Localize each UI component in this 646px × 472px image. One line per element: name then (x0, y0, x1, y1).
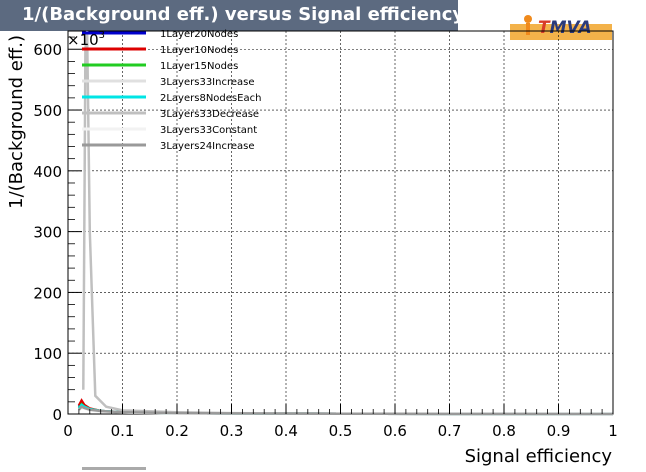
y-tick-label: 0 (52, 406, 62, 424)
title-bar: 1/(Background eff.) versus Signal effici… (0, 0, 464, 31)
x-tick-label: 0.8 (492, 422, 516, 440)
legend-label: 3Layers33Decrease (160, 109, 259, 120)
x-tick-label: 0.1 (111, 422, 135, 440)
y-exponent-label: ×103 (67, 30, 105, 49)
tmva-logo-icon (524, 15, 532, 35)
ticks-layer: 0 0.1 0.2 0.3 0.4 0.5 0.6 0.7 0.8 0.9 1 0 100 200 300 4… (33, 36, 618, 440)
x-tick-label: 0.7 (438, 422, 462, 440)
x-tick-label: 0.2 (165, 422, 189, 440)
bottom-stray-line (82, 467, 146, 470)
logo-text: TMVA (538, 18, 592, 38)
legend-label: 1Layer10Nodes (160, 45, 238, 56)
x-tick-label: 0.5 (329, 422, 353, 440)
legend-label: 3Layers33Increase (160, 77, 255, 88)
x-tick-label: 0.3 (220, 422, 244, 440)
x-tick-label: 0.4 (274, 422, 298, 440)
series-layer (77, 30, 614, 416)
y-tick-label: 500 (33, 102, 62, 120)
legend-label: 2Layers8NodesEach (160, 93, 261, 104)
x-tick-label: 1 (608, 422, 618, 440)
legend-label: 1Layer15Nodes (160, 61, 238, 72)
series-line-3Layers24Increase (77, 405, 614, 416)
y-tick-label: 300 (33, 224, 62, 242)
series-line-3Layers33Decrease (82, 30, 614, 416)
chart-title: 1/(Background eff.) versus Signal effici… (22, 4, 465, 25)
y-tick-label: 600 (33, 41, 62, 59)
logo-letters-mva: MVA (549, 18, 592, 38)
y-tick-label: 100 (33, 345, 62, 363)
legend-layer: 1Layer20Nodes 1Layer10Nodes 1Layer15Nodes 3… (82, 29, 261, 152)
grid-layer (68, 31, 613, 414)
y-tick-label: 200 (33, 284, 62, 302)
x-axis-label: Signal efficiency (465, 446, 613, 467)
legend-label: 1Layer20Nodes (160, 29, 238, 40)
y-axis-label: 1/(Background eff.) (6, 35, 27, 209)
legend-label: 3Layers24Increase (160, 141, 255, 152)
legend-label: 3Layers33Constant (160, 125, 257, 136)
x-tick-label: 0.6 (383, 422, 407, 440)
tmva-logo: TMVA (510, 14, 612, 40)
x-tick-label: 0.9 (547, 422, 571, 440)
logo-letter-t: T (538, 18, 550, 38)
logo-band (510, 24, 612, 40)
x-tick-label: 0 (63, 422, 73, 440)
y-tick-label: 400 (33, 163, 62, 181)
